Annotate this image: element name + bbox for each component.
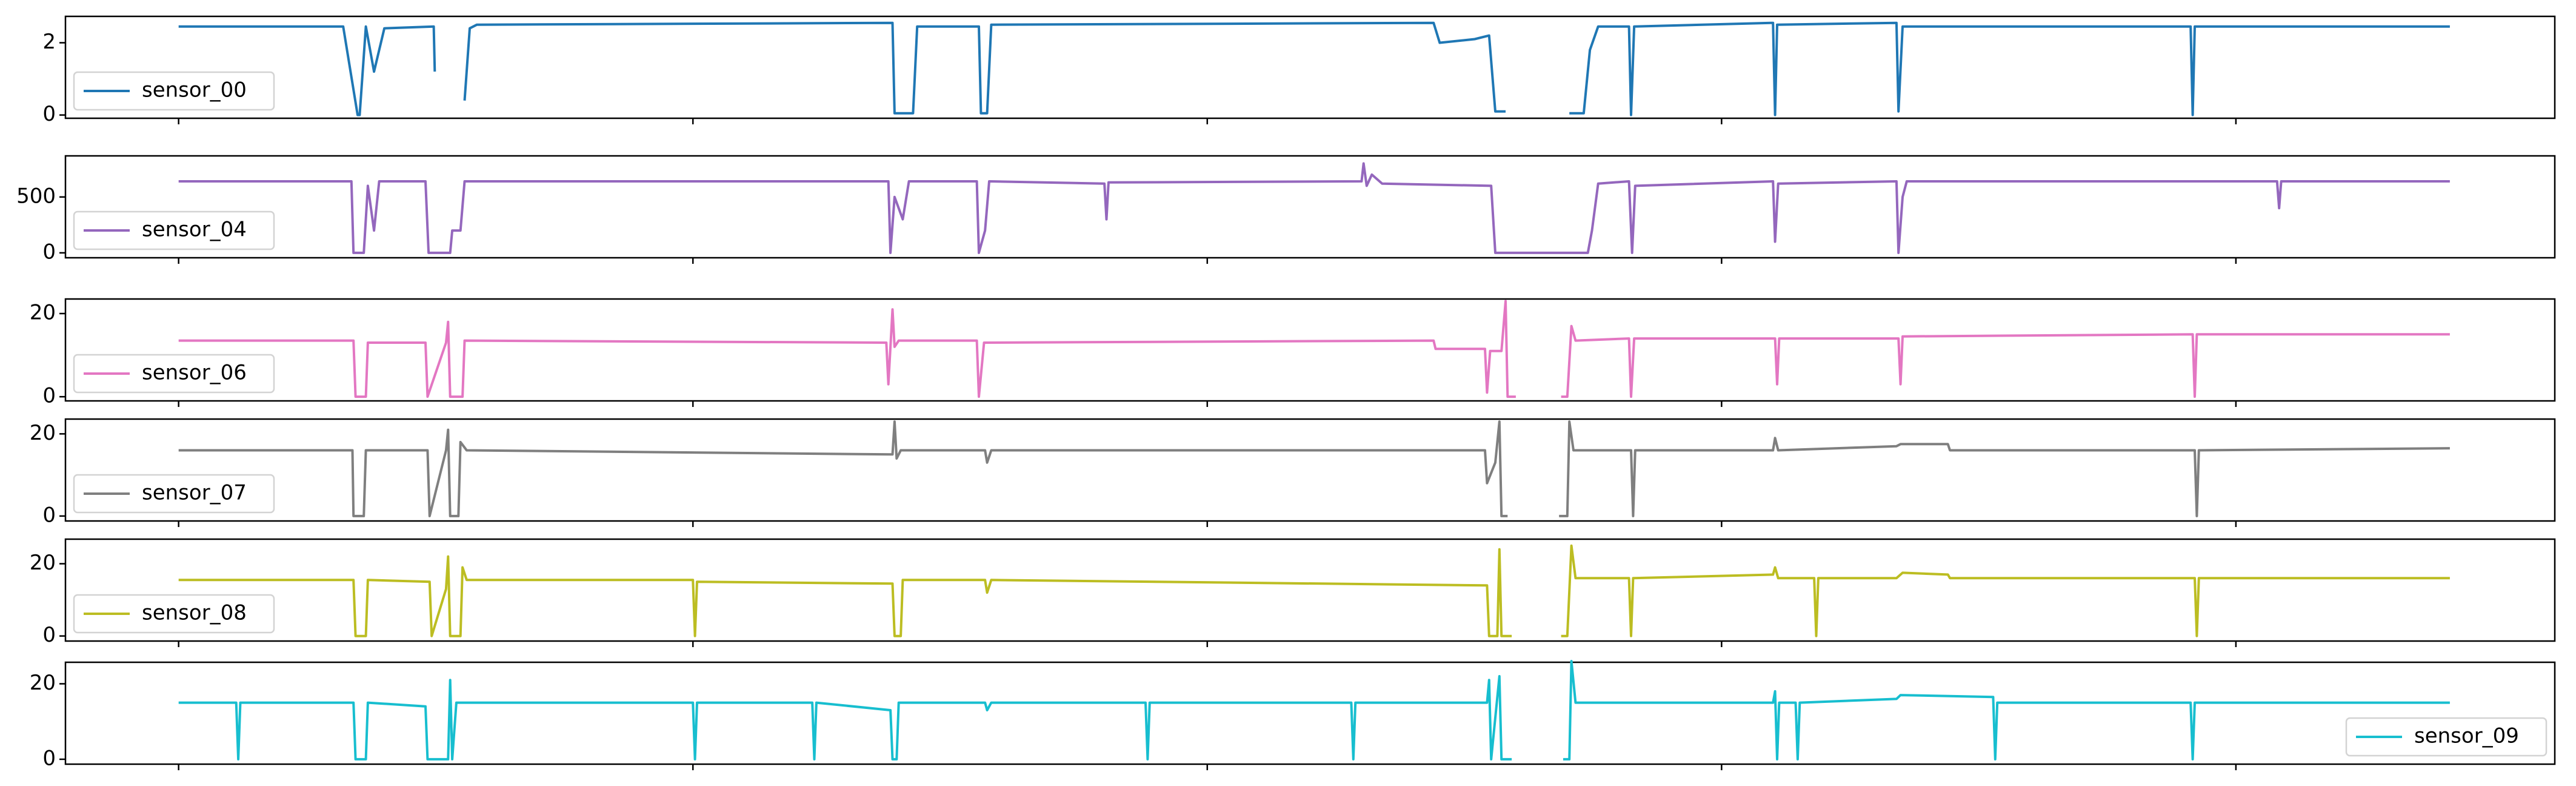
legend-box <box>73 354 275 394</box>
y-tick-label: 20 <box>30 421 56 445</box>
series-line <box>178 300 2450 398</box>
legend: sensor_06 <box>73 354 275 394</box>
legend-label: sensor_04 <box>142 218 247 242</box>
legend: sensor_00 <box>73 71 275 111</box>
legend-label: sensor_00 <box>142 78 247 102</box>
axes-frame <box>64 661 2556 765</box>
legend: sensor_08 <box>73 594 275 634</box>
y-tick-label: 0 <box>42 240 56 264</box>
legend-label: sensor_06 <box>142 361 247 385</box>
series-line <box>178 162 2450 254</box>
legend: sensor_09 <box>2345 717 2548 757</box>
y-tick-label: 20 <box>30 301 56 325</box>
y-tick-label: 2 <box>42 30 56 54</box>
legend-box <box>73 474 275 514</box>
axes-frame <box>64 155 2556 259</box>
y-tick-label: 0 <box>42 102 56 126</box>
legend: sensor_04 <box>73 210 275 250</box>
y-tick-label: 20 <box>30 671 56 695</box>
y-tick-label: 500 <box>16 184 56 208</box>
legend-box <box>73 210 275 250</box>
series-line <box>178 660 2450 761</box>
y-tick-label: 0 <box>42 384 56 408</box>
legend-label: sensor_08 <box>142 601 247 625</box>
axes-frame <box>64 15 2556 119</box>
legend-box <box>2345 717 2548 757</box>
axes-frame <box>64 538 2556 642</box>
y-tick-label: 0 <box>42 746 56 770</box>
axes-frame <box>64 298 2556 402</box>
y-tick-label: 0 <box>42 503 56 527</box>
legend-box <box>73 71 275 111</box>
y-tick-label: 20 <box>30 551 56 575</box>
series-line <box>178 420 2450 517</box>
y-tick-label: 0 <box>42 623 56 647</box>
series-line <box>178 21 2450 116</box>
legend: sensor_07 <box>73 474 275 514</box>
axes-frame <box>64 418 2556 522</box>
legend-label: sensor_07 <box>142 481 247 505</box>
series-line <box>178 544 2450 637</box>
legend-label: sensor_09 <box>2414 724 2519 748</box>
legend-box <box>73 594 275 634</box>
